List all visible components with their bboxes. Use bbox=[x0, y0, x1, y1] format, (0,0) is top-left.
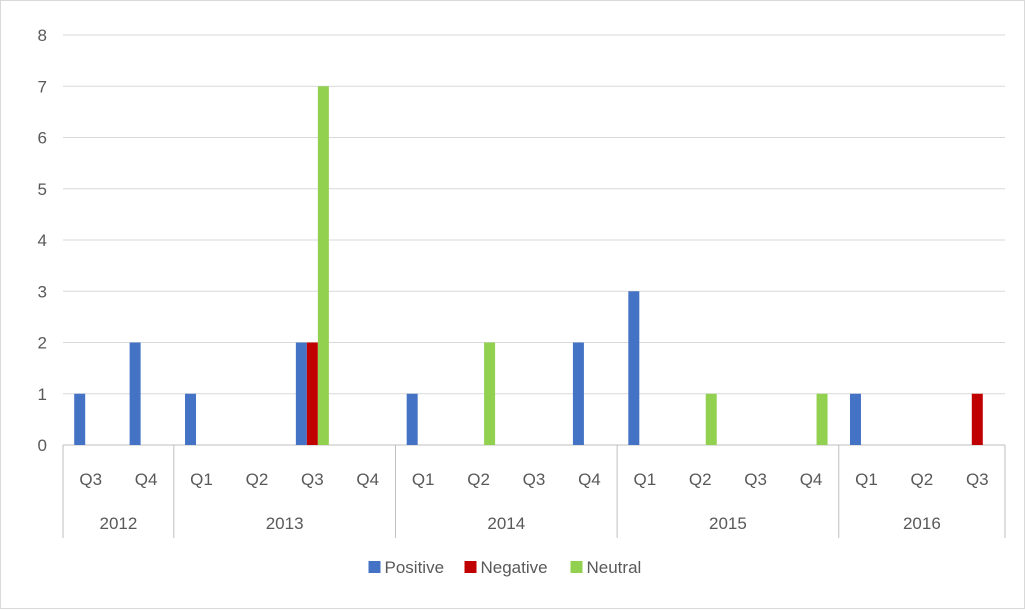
y-tick-label: 7 bbox=[38, 77, 47, 96]
x-tick-label-year: 2012 bbox=[99, 514, 137, 533]
legend-label-negative: Negative bbox=[481, 558, 548, 577]
x-tick-label-quarter: Q3 bbox=[79, 470, 102, 489]
bar-positive bbox=[74, 393, 86, 445]
y-tick-label: 6 bbox=[38, 129, 47, 148]
x-tick-label-quarter: Q1 bbox=[412, 470, 435, 489]
y-tick-label: 3 bbox=[38, 282, 47, 301]
x-tick-label-year: 2015 bbox=[709, 514, 747, 533]
legend-label-neutral: Neutral bbox=[587, 558, 642, 577]
bar-negative bbox=[971, 393, 983, 445]
x-tick-label-quarter: Q3 bbox=[966, 470, 989, 489]
legend-swatch-neutral bbox=[570, 561, 583, 573]
x-tick-label-quarter: Q2 bbox=[246, 470, 269, 489]
bar-positive bbox=[628, 291, 640, 445]
legend-swatch-negative bbox=[464, 561, 477, 573]
x-tick-label-quarter: Q4 bbox=[356, 470, 379, 489]
bar-positive bbox=[295, 342, 307, 445]
bar-positive bbox=[129, 342, 141, 445]
legend-swatch-positive bbox=[368, 561, 381, 573]
bar-positive bbox=[849, 393, 861, 445]
bar-positive bbox=[185, 393, 197, 445]
x-tick-label-year: 2016 bbox=[903, 514, 941, 533]
bar-neutral bbox=[484, 342, 496, 445]
x-tick-label-quarter: Q3 bbox=[523, 470, 546, 489]
x-tick-label-quarter: Q1 bbox=[633, 470, 656, 489]
y-tick-label: 8 bbox=[38, 26, 47, 45]
x-tick-label-quarter: Q4 bbox=[800, 470, 823, 489]
bar-positive bbox=[406, 393, 418, 445]
x-tick-label-quarter: Q4 bbox=[578, 470, 601, 489]
bar-neutral bbox=[705, 393, 717, 445]
bar-positive bbox=[572, 342, 584, 445]
x-tick-label-quarter: Q3 bbox=[301, 470, 324, 489]
y-tick-label: 2 bbox=[38, 334, 47, 353]
x-tick-label-year: 2013 bbox=[266, 514, 304, 533]
x-tick-label-quarter: Q2 bbox=[689, 470, 712, 489]
bar-negative bbox=[306, 342, 318, 445]
x-tick-label-quarter: Q1 bbox=[190, 470, 213, 489]
bar-neutral bbox=[816, 393, 828, 445]
x-tick-label-quarter: Q2 bbox=[467, 470, 490, 489]
legend-label-positive: Positive bbox=[385, 558, 445, 577]
x-tick-label-quarter: Q4 bbox=[135, 470, 158, 489]
x-tick-label-year: 2014 bbox=[487, 514, 525, 533]
x-tick-label-quarter: Q1 bbox=[855, 470, 878, 489]
x-tick-label-quarter: Q3 bbox=[744, 470, 767, 489]
bar-neutral bbox=[317, 86, 329, 445]
y-tick-label: 1 bbox=[38, 385, 47, 404]
y-tick-label: 0 bbox=[38, 436, 47, 455]
y-tick-label: 4 bbox=[38, 231, 47, 250]
x-tick-label-quarter: Q2 bbox=[911, 470, 934, 489]
y-tick-label: 5 bbox=[38, 180, 47, 199]
